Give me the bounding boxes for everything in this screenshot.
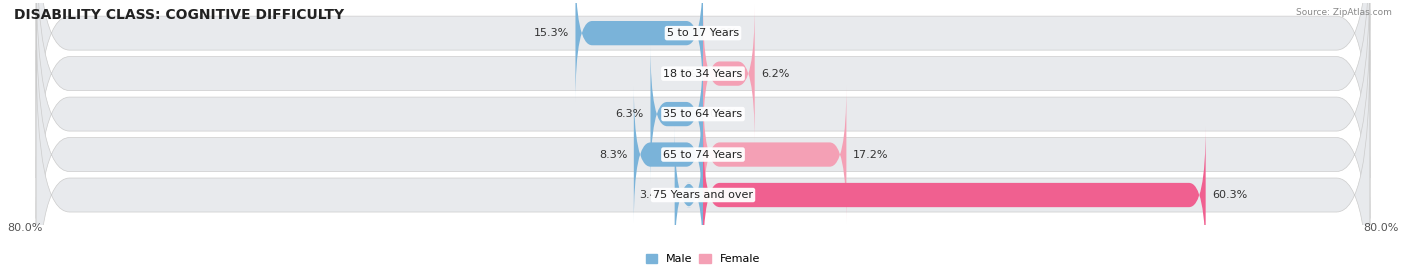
FancyBboxPatch shape — [703, 5, 755, 142]
FancyBboxPatch shape — [703, 126, 1206, 264]
FancyBboxPatch shape — [37, 50, 1369, 268]
FancyBboxPatch shape — [37, 0, 1369, 178]
Text: 18 to 34 Years: 18 to 34 Years — [664, 69, 742, 79]
Legend: Male, Female: Male, Female — [641, 250, 765, 268]
FancyBboxPatch shape — [37, 10, 1369, 268]
Text: 0.0%: 0.0% — [710, 109, 738, 119]
Text: 60.3%: 60.3% — [1212, 190, 1247, 200]
Text: 6.3%: 6.3% — [616, 109, 644, 119]
Text: 75 Years and over: 75 Years and over — [652, 190, 754, 200]
Text: 17.2%: 17.2% — [853, 150, 889, 159]
Text: Source: ZipAtlas.com: Source: ZipAtlas.com — [1296, 8, 1392, 17]
FancyBboxPatch shape — [37, 0, 1369, 218]
FancyBboxPatch shape — [634, 86, 703, 223]
Text: 15.3%: 15.3% — [533, 28, 569, 38]
Text: 6.2%: 6.2% — [762, 69, 790, 79]
FancyBboxPatch shape — [575, 0, 703, 102]
FancyBboxPatch shape — [675, 126, 703, 264]
Text: 8.3%: 8.3% — [599, 150, 627, 159]
Text: DISABILITY CLASS: COGNITIVE DIFFICULTY: DISABILITY CLASS: COGNITIVE DIFFICULTY — [14, 8, 344, 22]
FancyBboxPatch shape — [37, 0, 1369, 259]
Text: 65 to 74 Years: 65 to 74 Years — [664, 150, 742, 159]
Text: 80.0%: 80.0% — [7, 222, 42, 233]
FancyBboxPatch shape — [703, 86, 846, 223]
Text: 3.4%: 3.4% — [640, 190, 668, 200]
FancyBboxPatch shape — [651, 45, 703, 183]
Text: 80.0%: 80.0% — [1364, 222, 1399, 233]
Text: 0.0%: 0.0% — [668, 69, 696, 79]
Text: 5 to 17 Years: 5 to 17 Years — [666, 28, 740, 38]
Text: 35 to 64 Years: 35 to 64 Years — [664, 109, 742, 119]
Text: 0.0%: 0.0% — [710, 28, 738, 38]
